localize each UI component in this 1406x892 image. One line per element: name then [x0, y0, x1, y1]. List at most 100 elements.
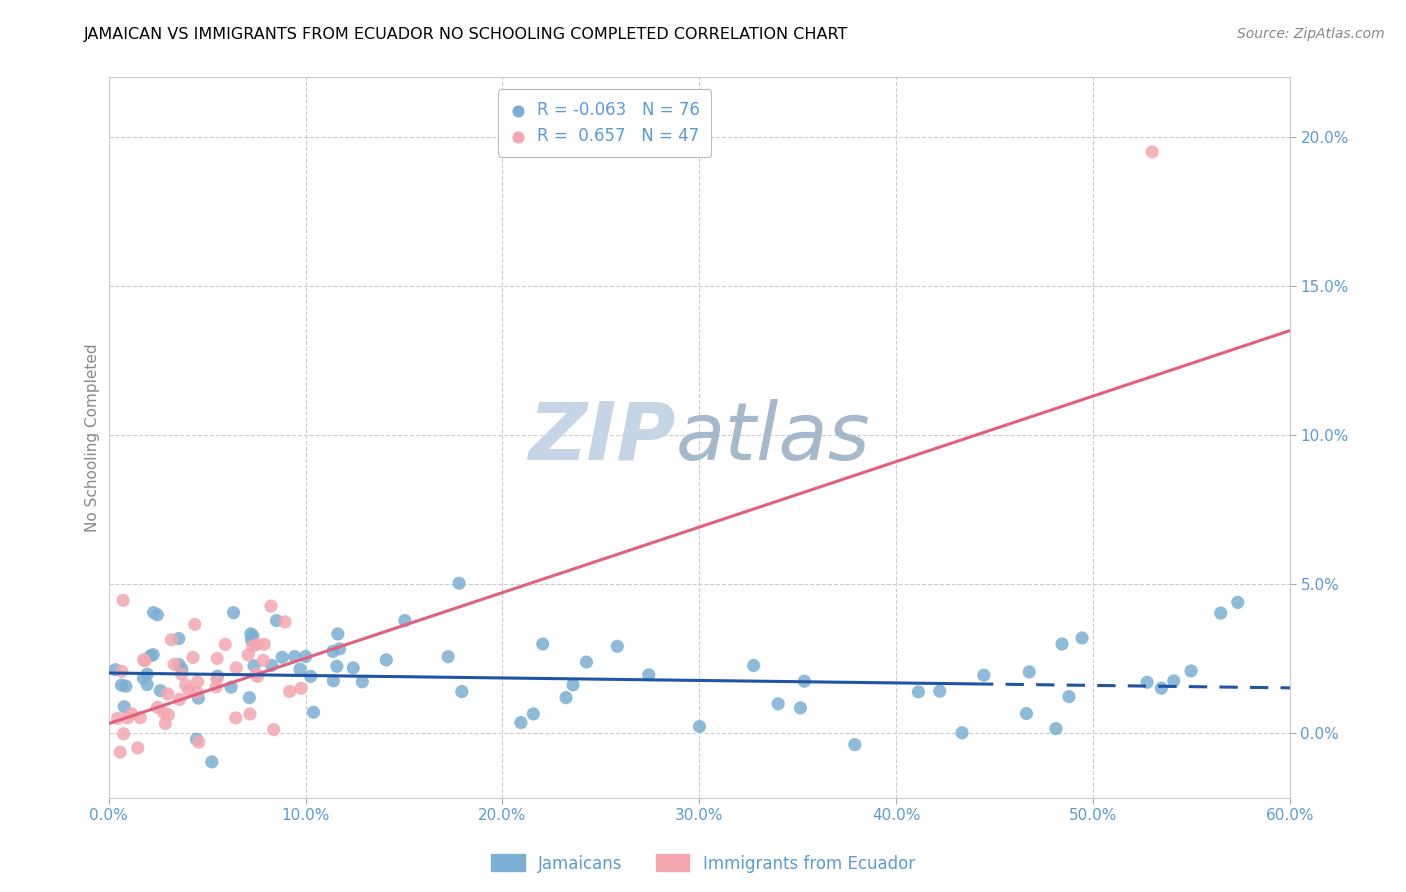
Point: [1050, 637, 1073, 651]
Point: [522, 706, 544, 721]
Point: [107, 711, 129, 725]
Point: [322, 644, 344, 658]
Point: [186, 674, 208, 689]
Point: [155, 716, 177, 731]
Point: [160, 632, 183, 647]
Point: [531, 637, 554, 651]
Point: [142, 606, 165, 620]
Point: [157, 707, 180, 722]
Legend: R = -0.063   N = 76, R =  0.657   N = 47: R = -0.063 N = 76, R = 0.657 N = 47: [498, 89, 711, 157]
Point: [156, 687, 179, 701]
Point: [222, 606, 245, 620]
Point: [121, 706, 143, 721]
Point: [132, 671, 155, 685]
Point: [274, 615, 297, 629]
Point: [174, 678, 197, 692]
Point: [139, 648, 162, 663]
Point: [1045, 722, 1067, 736]
Point: [127, 740, 149, 755]
Point: [575, 655, 598, 669]
Point: [742, 658, 765, 673]
Point: [111, 665, 134, 679]
Point: [110, 745, 132, 759]
Point: [132, 653, 155, 667]
Point: [187, 735, 209, 749]
Point: [167, 632, 190, 646]
Point: [236, 648, 259, 662]
Point: [225, 661, 247, 675]
Point: [1015, 706, 1038, 721]
Point: [844, 738, 866, 752]
Point: [186, 732, 208, 747]
Point: [1071, 631, 1094, 645]
Point: [449, 576, 471, 591]
Point: [177, 683, 200, 698]
Point: [167, 657, 190, 672]
Point: [637, 668, 659, 682]
Point: [115, 679, 138, 693]
Point: [606, 640, 628, 654]
Legend: Jamaicans, Immigrants from Ecuador: Jamaicans, Immigrants from Ecuador: [485, 847, 921, 880]
Point: [246, 669, 269, 683]
Point: [1163, 673, 1185, 688]
Point: [117, 711, 139, 725]
Point: [509, 715, 531, 730]
Point: [110, 678, 132, 692]
Point: [1057, 690, 1080, 704]
Point: [225, 711, 247, 725]
Point: [112, 593, 135, 607]
Point: [169, 692, 191, 706]
Point: [688, 719, 710, 733]
Point: [352, 674, 374, 689]
Point: [238, 690, 260, 705]
Point: [170, 667, 193, 681]
Point: [129, 711, 152, 725]
Point: [243, 658, 266, 673]
Point: [973, 668, 995, 682]
Point: [163, 657, 186, 672]
Point: [149, 683, 172, 698]
Point: [322, 673, 344, 688]
Point: [288, 662, 311, 676]
Point: [1150, 681, 1173, 695]
Point: [136, 667, 159, 681]
Point: [326, 659, 349, 673]
Point: [146, 700, 169, 714]
Point: [112, 699, 135, 714]
Point: [294, 649, 316, 664]
Point: [907, 685, 929, 699]
Point: [242, 629, 264, 643]
Point: [450, 684, 472, 698]
Point: [242, 640, 264, 654]
Point: [260, 658, 283, 673]
Point: [266, 614, 288, 628]
Point: [252, 653, 274, 667]
Point: [290, 681, 312, 696]
Point: [562, 678, 585, 692]
Point: [181, 650, 204, 665]
Text: atlas: atlas: [676, 399, 870, 476]
Point: [375, 653, 398, 667]
Point: [136, 678, 159, 692]
Point: [260, 599, 283, 613]
Point: [271, 650, 294, 665]
Point: [142, 648, 165, 662]
Point: [284, 649, 307, 664]
Point: [205, 672, 228, 686]
Point: [239, 627, 262, 641]
Point: [146, 607, 169, 622]
Point: [328, 641, 350, 656]
Point: [1180, 664, 1202, 678]
Point: [1140, 145, 1163, 159]
Point: [793, 674, 815, 689]
Text: ZIP: ZIP: [529, 399, 676, 476]
Point: [299, 669, 322, 683]
Point: [326, 627, 349, 641]
Point: [766, 697, 789, 711]
Y-axis label: No Schooling Completed: No Schooling Completed: [86, 343, 100, 532]
Point: [104, 663, 127, 677]
Point: [186, 685, 208, 699]
Point: [302, 706, 325, 720]
Point: [1018, 665, 1040, 679]
Point: [278, 684, 301, 698]
